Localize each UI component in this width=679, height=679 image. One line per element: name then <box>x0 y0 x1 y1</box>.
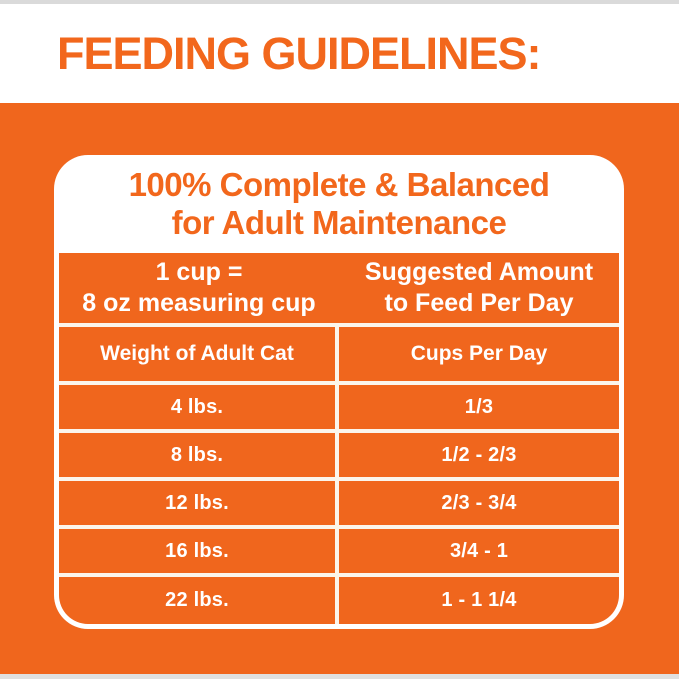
column-header-row: Weight of Adult Cat Cups Per Day <box>59 327 619 381</box>
suggested-amount-line-1: Suggested Amount <box>364 258 594 286</box>
bottom-edge-strip <box>0 674 679 679</box>
weight-cell: 16 lbs. <box>59 529 335 573</box>
table-row: 22 lbs. 1 - 1 1/4 <box>59 577 619 624</box>
guidelines-card: 100% Complete & Balanced for Adult Maint… <box>54 155 624 629</box>
suggested-amount-heading: Suggested Amount to Feed Per Day <box>339 253 619 323</box>
cups-cell: 1/3 <box>339 385 619 429</box>
measuring-cup-note: 1 cup = 8 oz measuring cup <box>59 253 339 323</box>
weight-cell: 12 lbs. <box>59 481 335 525</box>
cups-cell: 1 - 1 1/4 <box>339 577 619 624</box>
card-header-line-2: for Adult Maintenance <box>171 204 507 241</box>
column-header-cups: Cups Per Day <box>339 327 619 381</box>
cups-cell: 3/4 - 1 <box>339 529 619 573</box>
weight-cell: 22 lbs. <box>59 577 335 624</box>
page-title: FEEDING GUIDELINES: <box>57 28 542 79</box>
weight-cell: 4 lbs. <box>59 385 335 429</box>
card-header: 100% Complete & Balanced for Adult Maint… <box>59 155 619 253</box>
measuring-cup-note-line-2: 8 oz measuring cup <box>82 289 316 317</box>
masthead: FEEDING GUIDELINES: <box>0 4 679 103</box>
cups-cell: 2/3 - 3/4 <box>339 481 619 525</box>
table-row: 4 lbs. 1/3 <box>59 385 619 429</box>
suggested-amount-line-2: to Feed Per Day <box>384 289 574 317</box>
card-header-line-1: 100% Complete & Balanced <box>128 166 550 203</box>
cups-cell: 1/2 - 2/3 <box>339 433 619 477</box>
table-row: 12 lbs. 2/3 - 3/4 <box>59 481 619 525</box>
top-edge-strip <box>0 0 679 4</box>
feeding-table: 1 cup = 8 oz measuring cup Suggested Amo… <box>59 253 619 624</box>
weight-cell: 8 lbs. <box>59 433 335 477</box>
column-header-weight: Weight of Adult Cat <box>59 327 335 381</box>
table-row: 8 lbs. 1/2 - 2/3 <box>59 433 619 477</box>
measuring-info-band: 1 cup = 8 oz measuring cup Suggested Amo… <box>59 253 619 323</box>
measuring-cup-note-line-1: 1 cup = <box>155 258 243 286</box>
table-row: 16 lbs. 3/4 - 1 <box>59 529 619 573</box>
